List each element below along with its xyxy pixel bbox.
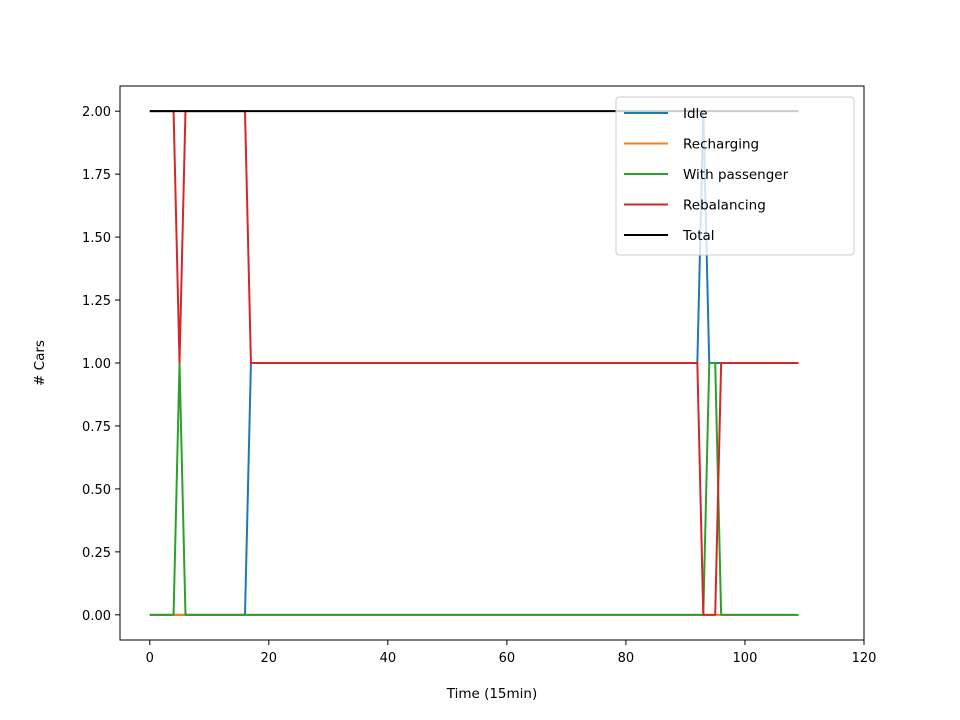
legend: Idle Recharging With passenger Rebalancing T… — [615, 96, 855, 256]
y-tick-label: 2.00 — [82, 105, 111, 120]
x-axis: 0 20 40 60 80 100 120 — [146, 640, 877, 666]
x-tick-label: 120 — [852, 651, 877, 666]
y-tick-label: 1.00 — [82, 357, 111, 372]
y-tick-label: 1.25 — [82, 294, 111, 309]
x-axis-label: Time (15min) — [446, 686, 538, 702]
y-axis-label: # Cars — [32, 340, 48, 386]
legend-label-with-passenger: With passenger — [683, 167, 789, 183]
x-tick-label: 0 — [146, 651, 154, 666]
y-tick-label: 1.50 — [82, 231, 111, 246]
plot-lines — [149, 110, 799, 616]
legend-label-total: Total — [682, 228, 715, 244]
x-tick-label: 20 — [261, 651, 278, 666]
y-axis: 0.00 0.25 0.50 0.75 1.00 1.25 1.50 1.75 2.00 — [82, 105, 120, 624]
legend-box — [615, 96, 855, 256]
x-tick-label: 60 — [499, 651, 516, 666]
x-tick-label: 80 — [618, 651, 635, 666]
y-tick-label: 0.50 — [82, 483, 111, 498]
y-tick-label: 1.75 — [82, 168, 111, 183]
x-tick-label: 40 — [380, 651, 397, 666]
y-tick-label: 0.75 — [82, 420, 111, 435]
y-tick-label: 0.25 — [82, 546, 111, 561]
legend-label-idle: Idle — [683, 106, 708, 122]
series-line-rebalancing — [149, 110, 799, 616]
legend-label-recharging: Recharging — [683, 137, 759, 153]
legend-label-rebalancing: Rebalancing — [683, 198, 766, 214]
x-tick-label: 100 — [733, 651, 758, 666]
y-tick-label: 0.00 — [82, 609, 111, 624]
